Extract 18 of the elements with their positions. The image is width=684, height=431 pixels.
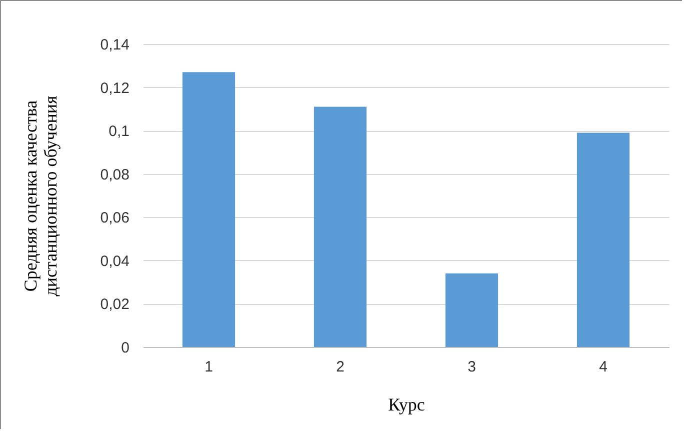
x-tick-label: 3 [468, 358, 476, 376]
y-tick-label: 0,06 [100, 210, 130, 227]
y-tick-label: 0,12 [100, 80, 130, 97]
y-tick-label: 0,04 [100, 252, 130, 270]
bar [445, 273, 498, 347]
bar [182, 72, 236, 347]
y-tick-label: 0,1 [108, 123, 130, 140]
y-tick-label: 0,14 [100, 36, 130, 54]
bar [314, 106, 367, 347]
y-tick-label: 0,02 [100, 296, 130, 314]
x-axis-title: Курс [388, 394, 425, 414]
x-tick-label: 1 [204, 358, 213, 376]
y-axis-title: Средняя оценка качества дистанционного обучения [20, 96, 60, 296]
x-tick-label: 2 [336, 358, 344, 376]
y-tick-label: 0,08 [100, 166, 130, 184]
y-tick-label: 0 [121, 340, 130, 356]
bar [576, 132, 630, 347]
x-tick-label: 4 [599, 358, 608, 376]
